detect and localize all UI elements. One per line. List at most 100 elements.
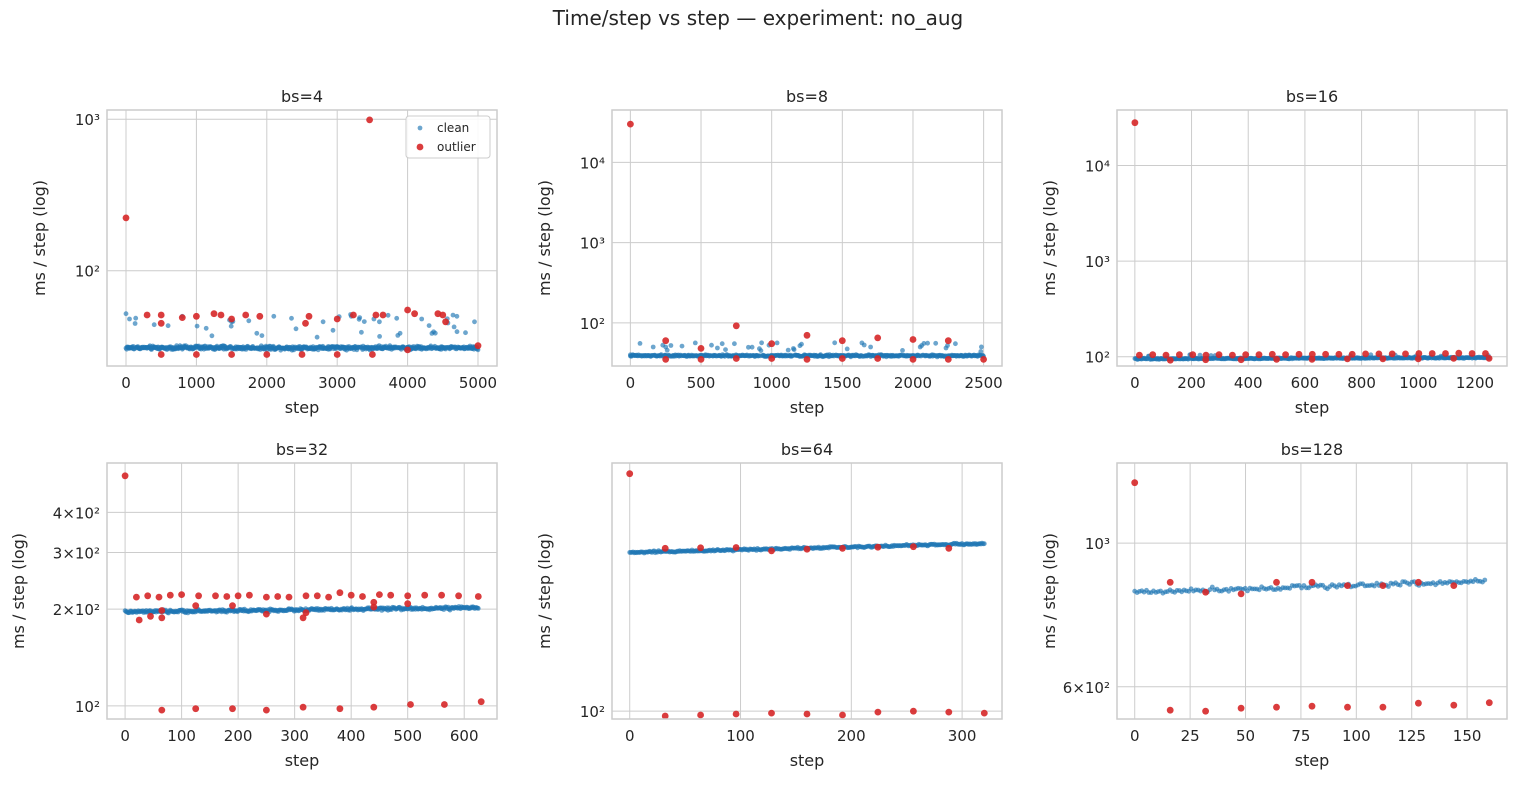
- clean-point: [293, 326, 299, 332]
- outlier-point: [944, 337, 952, 345]
- x-tick-label: 600: [450, 727, 479, 745]
- outlier-point: [1162, 351, 1170, 359]
- clean-point: [475, 606, 481, 611]
- outlier-point: [166, 591, 174, 599]
- figure-title: Time/step vs step — experiment: no_aug: [552, 6, 964, 30]
- outlier-point: [1273, 355, 1280, 363]
- axes-frame: [611, 109, 1003, 367]
- clean-point: [933, 340, 939, 346]
- outlier-point: [404, 346, 411, 354]
- outlier-point: [336, 705, 344, 713]
- outlier-point: [347, 591, 355, 599]
- outlier-point: [662, 356, 670, 363]
- clean-point: [132, 321, 138, 326]
- clean-point: [151, 322, 157, 328]
- outlier-point: [1379, 703, 1387, 711]
- clean-point: [254, 330, 260, 336]
- x-tick-label: 5000: [459, 374, 497, 392]
- outlier-point: [302, 592, 310, 600]
- clean-point: [228, 323, 234, 329]
- clean-point: [259, 333, 265, 338]
- clean-point: [419, 316, 425, 322]
- outlier-point: [158, 614, 166, 622]
- outlier-point: [474, 342, 482, 350]
- y-tick-label: 10²: [75, 698, 100, 716]
- outlier-point: [1344, 582, 1351, 589]
- x-tick-label: 0: [626, 374, 636, 392]
- outlier-point: [359, 593, 366, 600]
- outlier-point: [1450, 355, 1458, 362]
- clean-point: [194, 323, 200, 329]
- clean-point: [330, 327, 336, 333]
- outlier-point: [803, 710, 811, 718]
- y-tick-label: 4×10²: [53, 504, 100, 522]
- outlier-point: [1485, 699, 1493, 707]
- outlier-point: [407, 701, 414, 708]
- outlier-point: [144, 592, 152, 600]
- outlier-point: [1348, 350, 1356, 358]
- outlier-point: [263, 610, 270, 618]
- outlier-point: [299, 703, 307, 711]
- legend-frame: [405, 115, 491, 159]
- outlier-point: [1176, 351, 1183, 359]
- outlier-point: [370, 703, 378, 711]
- outlier-point: [1202, 707, 1209, 715]
- outlier-point: [439, 311, 447, 319]
- y-tick-label: 10³: [580, 235, 605, 253]
- outlier-point: [1415, 578, 1422, 586]
- y-tick-label: 10³: [1085, 253, 1110, 271]
- outlier-point: [768, 340, 776, 348]
- legend-label: outlier: [437, 140, 476, 154]
- outlier-point: [838, 337, 846, 345]
- subplot-bs-64: 0 100 200 300 10² bs=64 step ms / step (log): [535, 440, 1003, 770]
- subplot-title: bs=16: [1286, 87, 1338, 106]
- y-tick-label: 3×10²: [53, 545, 100, 563]
- outlier-point: [299, 614, 307, 622]
- clean-point: [426, 323, 432, 328]
- plot-area: [626, 470, 988, 719]
- x-tick-label: 0: [1130, 374, 1140, 392]
- outlier-point: [1335, 350, 1343, 358]
- outlier-point: [333, 315, 341, 323]
- y-tick-label: 10²: [580, 315, 605, 333]
- clean-point: [979, 344, 984, 350]
- outlier-point: [421, 591, 429, 599]
- clean-point: [749, 344, 755, 350]
- x-tick-label: 0: [1130, 727, 1140, 745]
- outlier-point: [697, 356, 705, 363]
- x-tick-label: 300: [948, 727, 977, 745]
- clean-point: [774, 340, 780, 346]
- outlier-point: [1442, 350, 1449, 357]
- outlier-point: [333, 351, 341, 358]
- clean-point: [668, 343, 674, 348]
- clean-point: [628, 352, 633, 358]
- clean-point: [246, 318, 252, 324]
- outlier-point: [1237, 590, 1245, 598]
- clean-point: [432, 330, 438, 336]
- outlier-point: [379, 311, 387, 319]
- clean-point: [981, 541, 987, 547]
- outlier-point: [1136, 351, 1143, 359]
- outlier-point: [157, 311, 165, 319]
- outlier-point: [909, 336, 917, 343]
- legend: clean outlier: [405, 115, 491, 159]
- clean-point: [289, 315, 294, 321]
- outlier-point: [192, 705, 200, 713]
- outlier-point: [1308, 355, 1316, 363]
- outlier-point: [477, 698, 485, 706]
- outlier-point: [263, 351, 271, 358]
- outlier-point: [133, 593, 140, 601]
- y-axis-label: ms / step (log): [535, 180, 554, 296]
- x-tick-label: 600: [1291, 374, 1320, 392]
- x-axis-label: step: [1295, 398, 1330, 417]
- clean-point: [359, 329, 364, 335]
- outlier-point: [1189, 351, 1197, 359]
- outlier-point: [369, 351, 376, 358]
- outlier-point: [157, 351, 165, 358]
- outlier-point: [195, 592, 203, 600]
- legend-label: clean: [437, 121, 469, 135]
- x-tick-label: 2000: [248, 374, 286, 392]
- x-tick-label: 1000: [1399, 374, 1437, 392]
- x-tick-label: 800: [1347, 374, 1376, 392]
- clean-point: [450, 312, 456, 318]
